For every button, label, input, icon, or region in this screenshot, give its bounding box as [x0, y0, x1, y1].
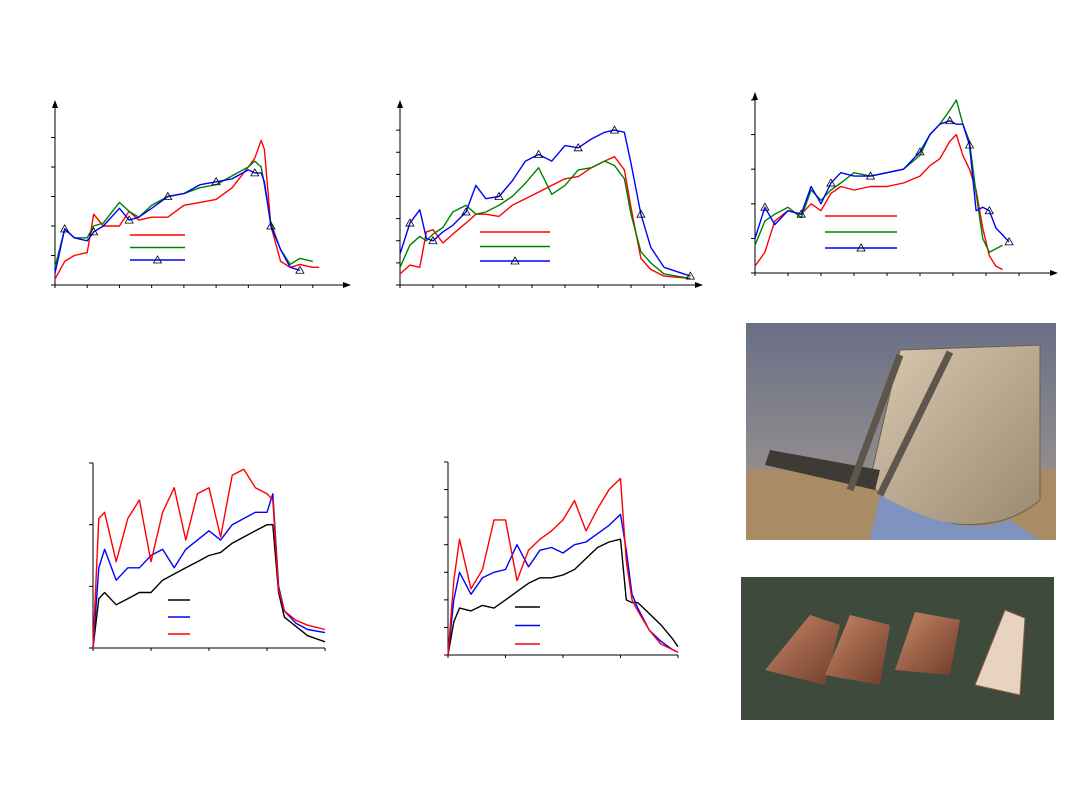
- data-marker: [494, 191, 504, 200]
- teeth-photo: [741, 577, 1054, 720]
- data-marker: [945, 115, 955, 125]
- chart: [751, 92, 1058, 276]
- axis-arrow: [52, 100, 58, 108]
- data-marker: [163, 191, 173, 200]
- data-marker: [636, 209, 646, 218]
- data-marker: [405, 218, 415, 227]
- data-line: [92, 524, 326, 649]
- data-marker: [59, 224, 70, 233]
- data-line: [447, 538, 679, 656]
- data-line: [447, 477, 679, 656]
- data-line: [54, 160, 313, 268]
- data-line: [399, 156, 691, 280]
- data-marker: [573, 143, 583, 152]
- data-line: [754, 120, 1010, 243]
- data-marker: [865, 171, 876, 180]
- data-marker: [124, 215, 134, 224]
- data-marker: [428, 235, 438, 245]
- axis-arrow: [695, 282, 703, 288]
- data-line: [754, 99, 1003, 253]
- chart: [444, 461, 679, 658]
- chart: [51, 100, 351, 288]
- chart: [396, 100, 703, 288]
- data-marker: [295, 265, 305, 274]
- data-marker: [88, 227, 99, 236]
- data-marker: [964, 140, 975, 149]
- data-line: [447, 513, 679, 656]
- axis-arrow: [397, 100, 403, 108]
- axis-arrow: [1050, 270, 1058, 276]
- data-marker: [685, 271, 696, 280]
- data-line: [54, 169, 301, 274]
- data-marker: [915, 147, 925, 156]
- data-line: [399, 129, 691, 277]
- legend-marker: [152, 255, 163, 264]
- data-marker: [609, 125, 620, 134]
- data-line: [54, 139, 320, 280]
- chart: [89, 462, 326, 651]
- data-marker: [461, 207, 471, 216]
- bucket-photo: [746, 323, 1056, 540]
- data-marker: [266, 221, 276, 230]
- data-marker: [211, 176, 221, 186]
- data-line: [754, 133, 1003, 271]
- data-line: [92, 468, 326, 649]
- data-marker: [826, 178, 836, 187]
- data-marker: [250, 168, 260, 177]
- data-line: [399, 160, 691, 280]
- data-marker: [796, 209, 806, 218]
- legend-marker: [856, 243, 866, 252]
- axis-arrow: [343, 282, 351, 288]
- data-marker: [984, 205, 994, 215]
- data-marker: [760, 202, 770, 211]
- axis-arrow: [752, 92, 758, 100]
- data-line: [92, 493, 326, 649]
- data-marker: [533, 149, 544, 158]
- legend-marker: [510, 256, 520, 265]
- data-marker: [1004, 237, 1014, 246]
